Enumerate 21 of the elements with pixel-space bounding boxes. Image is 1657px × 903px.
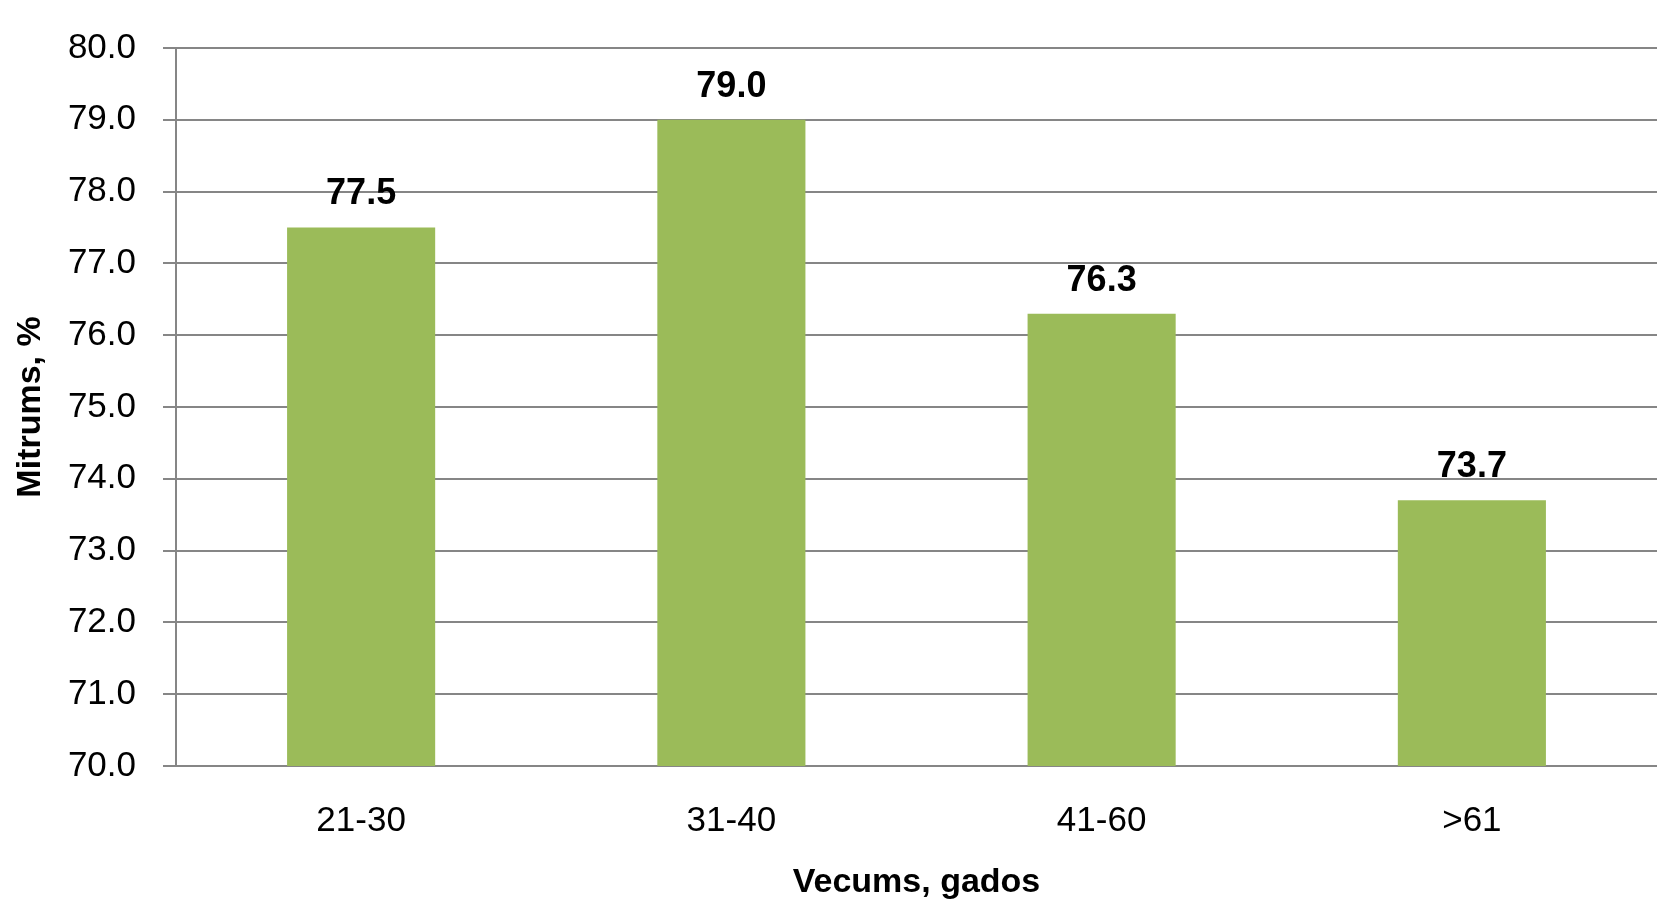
y-tick-label: 72.0 (67, 600, 136, 640)
data-label: 73.7 (1436, 444, 1507, 486)
y-tick-label: 76.0 (67, 312, 136, 352)
y-tick-label: 75.0 (67, 384, 136, 424)
x-tick-label: 21-30 (316, 798, 406, 838)
y-tick-label: 78.0 (67, 169, 136, 209)
y-tick-label: 71.0 (67, 671, 136, 711)
data-label: 76.3 (1066, 257, 1137, 299)
y-tick-label: 70.0 (67, 743, 136, 783)
y-tick-label: 77.0 (67, 241, 136, 281)
x-tick-label: 31-40 (686, 798, 777, 838)
y-tick-label: 74.0 (67, 456, 136, 496)
x-axis-title: Vecums, gados (792, 860, 1041, 899)
x-tick-label: 41-60 (1056, 798, 1147, 838)
data-label: 79.0 (696, 63, 767, 105)
y-tick-label: 80.0 (67, 25, 136, 65)
y-tick-label: 79.0 (67, 97, 136, 137)
y-tick-label: 73.0 (67, 528, 136, 568)
data-label: 77.5 (326, 171, 397, 213)
y-axis-title: Mitrums, % (8, 316, 47, 498)
x-tick-label: >61 (1442, 798, 1502, 838)
